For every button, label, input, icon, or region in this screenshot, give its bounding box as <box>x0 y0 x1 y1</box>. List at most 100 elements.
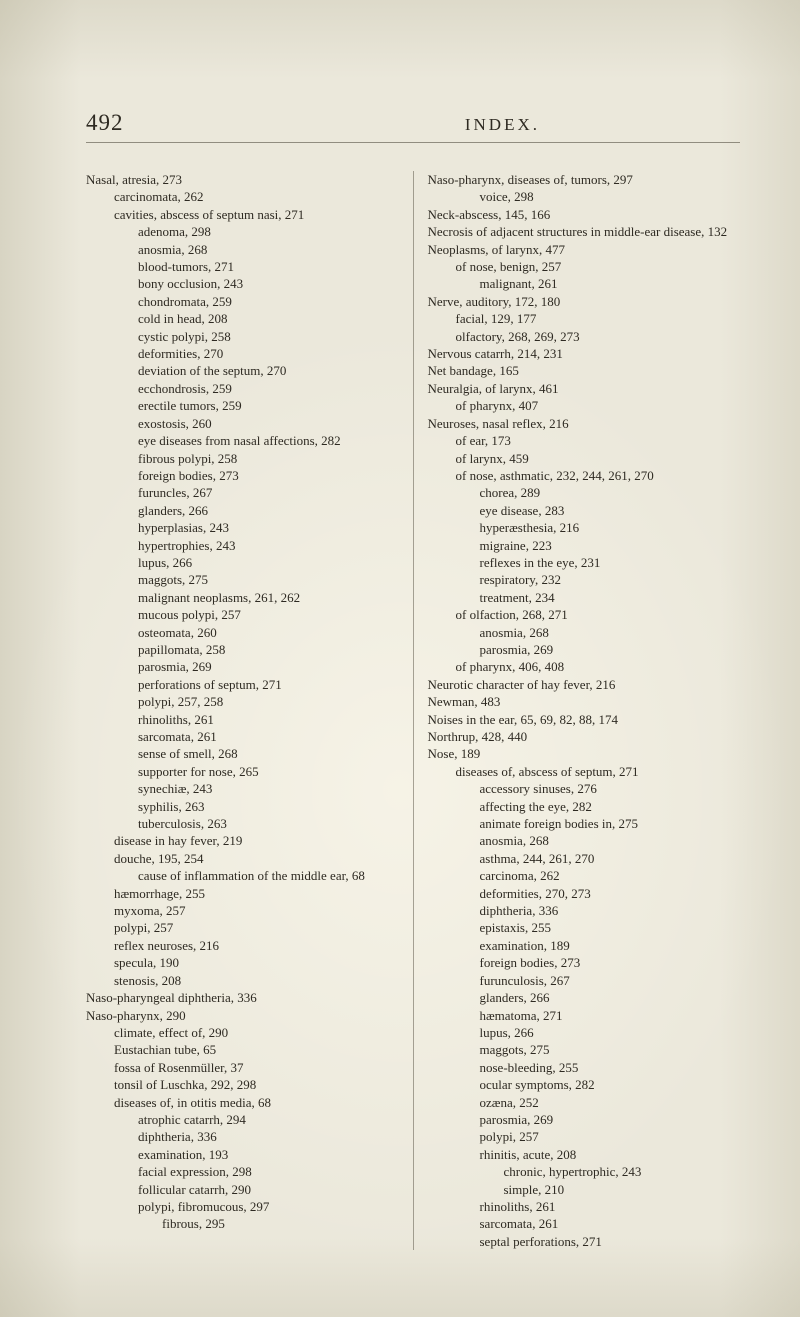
index-entry: anosmia, 268 <box>480 624 741 641</box>
index-entry: hæmorrhage, 255 <box>114 885 399 902</box>
index-entry: fossa of Rosenmüller, 37 <box>114 1059 399 1076</box>
index-entry: specula, 190 <box>114 954 399 971</box>
index-entry: lupus, 266 <box>138 554 399 571</box>
index-entry: affecting the eye, 282 <box>480 798 741 815</box>
index-entry: Nasal, atresia, 273 <box>86 171 399 188</box>
index-entry: hyperæsthesia, 216 <box>480 519 741 536</box>
index-entry: simple, 210 <box>504 1181 741 1198</box>
index-entry: malignant, 261 <box>480 275 741 292</box>
index-entry: perforations of septum, 271 <box>138 676 399 693</box>
index-entry: follicular catarrh, 290 <box>138 1181 399 1198</box>
page-number: 492 <box>86 110 124 136</box>
index-entry: furuncles, 267 <box>138 484 399 501</box>
index-entry: hypertrophies, 243 <box>138 537 399 554</box>
index-entry: Noises in the ear, 65, 69, 82, 88, 174 <box>428 711 741 728</box>
index-entry: reflex neuroses, 216 <box>114 937 399 954</box>
index-entry: anosmia, 268 <box>480 832 741 849</box>
index-entry: disease in hay fever, 219 <box>114 832 399 849</box>
index-entry: deviation of the septum, 270 <box>138 362 399 379</box>
index-entry: migraine, 223 <box>480 537 741 554</box>
index-entry: foreign bodies, 273 <box>480 954 741 971</box>
index-entry: of nose, benign, 257 <box>456 258 741 275</box>
index-entry: maggots, 275 <box>480 1041 741 1058</box>
index-entry: cystic polypi, 258 <box>138 328 399 345</box>
index-entry: diphtheria, 336 <box>480 902 741 919</box>
index-entry: diseases of, abscess of septum, 271 <box>456 763 741 780</box>
index-entry: of larynx, 459 <box>456 450 741 467</box>
index-entry: of pharynx, 406, 408 <box>456 658 741 675</box>
index-entry: Neoplasms, of larynx, 477 <box>428 241 741 258</box>
page-header: 492 INDEX. <box>86 110 740 136</box>
left-column: Nasal, atresia, 273carcinomata, 262cavit… <box>86 171 413 1250</box>
index-entry: sarcomata, 261 <box>480 1215 741 1232</box>
index-entry: cause of inflammation of the middle ear,… <box>138 867 399 884</box>
index-entry: synechiæ, 243 <box>138 780 399 797</box>
index-entry: chondromata, 259 <box>138 293 399 310</box>
index-entry: nose-bleeding, 255 <box>480 1059 741 1076</box>
index-entry: cavities, abscess of septum nasi, 271 <box>114 206 399 223</box>
index-entry: accessory sinuses, 276 <box>480 780 741 797</box>
index-entry: animate foreign bodies in, 275 <box>480 815 741 832</box>
index-entry: glanders, 266 <box>138 502 399 519</box>
index-entry: sense of smell, 268 <box>138 745 399 762</box>
index-entry: eye diseases from nasal affections, 282 <box>138 432 399 449</box>
index-entry: Nerve, auditory, 172, 180 <box>428 293 741 310</box>
index-entry: polypi, fibromucous, 297 <box>138 1198 399 1215</box>
right-column: Naso-pharynx, diseases of, tumors, 297vo… <box>414 171 741 1250</box>
index-entry: ozæna, 252 <box>480 1094 741 1111</box>
index-entry: Northrup, 428, 440 <box>428 728 741 745</box>
index-entry: polypi, 257 <box>114 919 399 936</box>
index-entry: furunculosis, 267 <box>480 972 741 989</box>
index-entry: lupus, 266 <box>480 1024 741 1041</box>
index-entry: Neurotic character of hay fever, 216 <box>428 676 741 693</box>
index-entry: Nose, 189 <box>428 745 741 762</box>
index-entry: deformities, 270, 273 <box>480 885 741 902</box>
index-entry: of ear, 173 <box>456 432 741 449</box>
index-entry: Net bandage, 165 <box>428 362 741 379</box>
index-entry: rhinitis, acute, 208 <box>480 1146 741 1163</box>
index-entry: mucous polypi, 257 <box>138 606 399 623</box>
index-entry: tonsil of Luschka, 292, 298 <box>114 1076 399 1093</box>
index-entry: olfactory, 268, 269, 273 <box>456 328 741 345</box>
header-rule <box>86 142 740 143</box>
index-entry: stenosis, 208 <box>114 972 399 989</box>
index-entry: facial, 129, 177 <box>456 310 741 327</box>
index-entry: chorea, 289 <box>480 484 741 501</box>
index-entry: Neuralgia, of larynx, 461 <box>428 380 741 397</box>
index-entry: chronic, hypertrophic, 243 <box>504 1163 741 1180</box>
index-entry: septal perforations, 271 <box>480 1233 741 1250</box>
index-entry: cold in head, 208 <box>138 310 399 327</box>
index-entry: anosmia, 268 <box>138 241 399 258</box>
index-entry: exostosis, 260 <box>138 415 399 432</box>
index-entry: Eustachian tube, 65 <box>114 1041 399 1058</box>
index-entry: asthma, 244, 261, 270 <box>480 850 741 867</box>
index-entry: erectile tumors, 259 <box>138 397 399 414</box>
column-divider <box>413 171 414 1250</box>
page-heading: INDEX. <box>465 115 540 135</box>
index-entry: malignant neoplasms, 261, 262 <box>138 589 399 606</box>
index-entry: examination, 189 <box>480 937 741 954</box>
index-entry: rhinoliths, 261 <box>480 1198 741 1215</box>
index-entry: sarcomata, 261 <box>138 728 399 745</box>
index-entry: eye disease, 283 <box>480 502 741 519</box>
index-entry: diphtheria, 336 <box>138 1128 399 1145</box>
index-entry: of pharynx, 407 <box>456 397 741 414</box>
index-entry: climate, effect of, 290 <box>114 1024 399 1041</box>
index-entry: epistaxis, 255 <box>480 919 741 936</box>
index-entry: carcinoma, 262 <box>480 867 741 884</box>
index-entry: Neuroses, nasal reflex, 216 <box>428 415 741 432</box>
index-entry: deformities, 270 <box>138 345 399 362</box>
index-entry: atrophic catarrh, 294 <box>138 1111 399 1128</box>
index-entry: parosmia, 269 <box>480 641 741 658</box>
index-entry: fibrous, 295 <box>162 1215 399 1232</box>
index-entry: adenoma, 298 <box>138 223 399 240</box>
index-entry: reflexes in the eye, 231 <box>480 554 741 571</box>
index-entry: tuberculosis, 263 <box>138 815 399 832</box>
index-entry: polypi, 257, 258 <box>138 693 399 710</box>
index-entry: papillomata, 258 <box>138 641 399 658</box>
index-entry: douche, 195, 254 <box>114 850 399 867</box>
index-entry: examination, 193 <box>138 1146 399 1163</box>
index-entry: Naso-pharynx, diseases of, tumors, 297 <box>428 171 741 188</box>
index-entry: carcinomata, 262 <box>114 188 399 205</box>
index-entry: rhinoliths, 261 <box>138 711 399 728</box>
